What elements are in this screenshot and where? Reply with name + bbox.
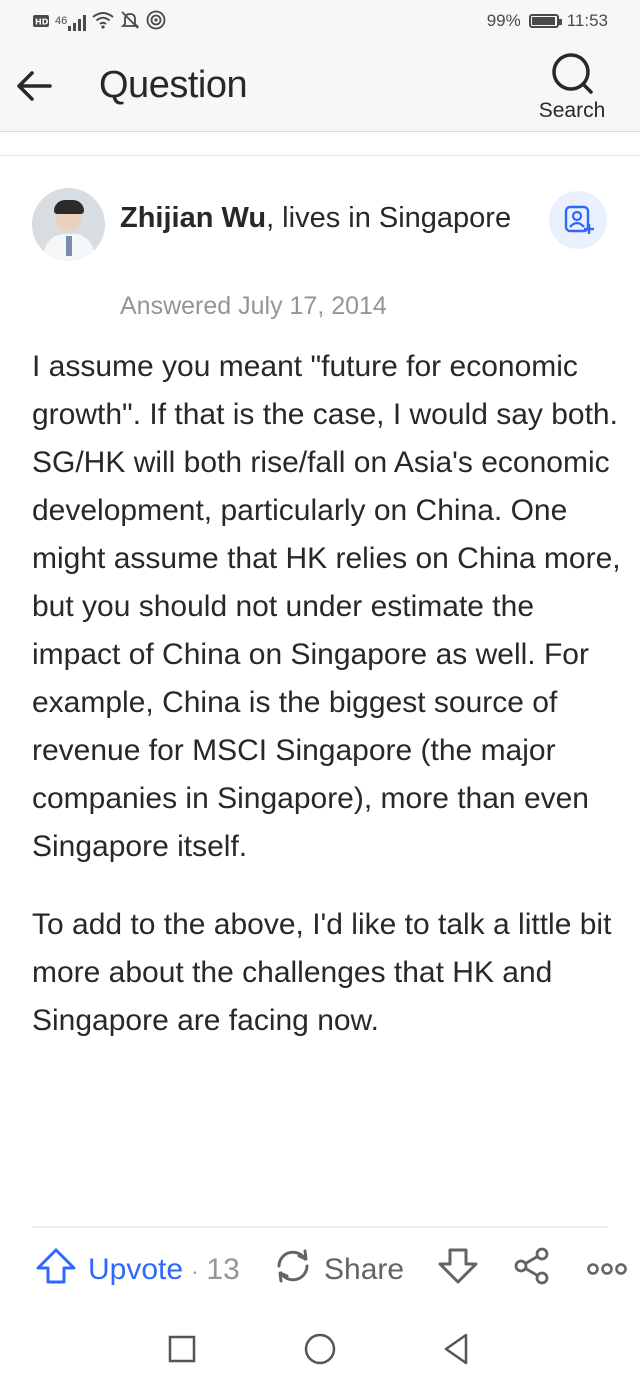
downvote-arrow-icon: [436, 1246, 480, 1294]
status-icons-left: HD 46: [33, 10, 166, 35]
system-nav-bar: [0, 1310, 640, 1386]
nav-home-button[interactable]: [296, 1324, 344, 1372]
nav-home-icon: [296, 1333, 344, 1376]
upvote-arrow-icon: [34, 1246, 78, 1294]
nav-recents-button[interactable]: [158, 1324, 206, 1372]
upvote-button[interactable]: Upvote · 13: [34, 1240, 240, 1300]
share-label: Share: [324, 1253, 405, 1286]
back-button[interactable]: [14, 64, 58, 108]
signal-icon: 46: [55, 14, 87, 31]
network-type: 46: [55, 14, 68, 27]
share-nodes-icon: [512, 1246, 552, 1294]
battery-percent: 99%: [486, 11, 521, 30]
answer-paragraph: I assume you meant "future for economic …: [32, 350, 621, 863]
author-name[interactable]: Zhijian Wu: [120, 202, 267, 234]
share-nodes-button[interactable]: [512, 1240, 552, 1300]
answer-paragraph: To add to the above, I'd like to talk a …: [32, 908, 612, 1037]
mute-icon: [120, 10, 140, 35]
follow-user-icon: [549, 205, 607, 253]
nav-back-icon: [432, 1333, 480, 1376]
share-button[interactable]: Share: [272, 1240, 404, 1300]
action-bar: Upvote · 13 Share: [0, 1240, 640, 1300]
upvote-label: Upvote: [88, 1253, 184, 1286]
wifi-icon: [92, 11, 114, 34]
search-button[interactable]: Search: [532, 52, 612, 124]
more-options-button[interactable]: [586, 1240, 628, 1300]
nav-back-button[interactable]: [432, 1324, 480, 1372]
nav-recents-icon: [158, 1335, 206, 1376]
answered-date[interactable]: Answered July 17, 2014: [120, 292, 387, 320]
back-arrow-icon: [14, 71, 58, 112]
more-icon: [586, 1253, 628, 1287]
clock: 11:53: [566, 11, 608, 30]
status-icons-right: 99% 11:53: [487, 11, 608, 31]
svg-text:HD: HD: [35, 17, 49, 26]
app-header: Question Search: [0, 44, 640, 132]
avatar[interactable]: [32, 188, 105, 261]
search-label: Search: [538, 99, 606, 122]
action-divider: [32, 1226, 608, 1228]
content-divider: [0, 155, 640, 156]
battery-icon: [528, 14, 562, 28]
author-credential: , lives in Singapore: [266, 202, 512, 234]
hotspot-icon: [146, 10, 166, 35]
hd-icon: HD: [33, 13, 49, 33]
status-bar: HD 46 99% 11:53: [0, 0, 640, 44]
upvote-count: · 13: [191, 1253, 240, 1286]
page-title: Question: [99, 64, 248, 106]
share-cycle-icon: [272, 1246, 314, 1294]
author-line: Zhijian Wu, lives in Singapore: [120, 194, 520, 242]
downvote-button[interactable]: [436, 1240, 480, 1300]
answer-body: I assume you meant "future for economic …: [32, 343, 622, 1075]
search-icon: [548, 53, 596, 100]
follow-author-button[interactable]: [549, 191, 607, 249]
